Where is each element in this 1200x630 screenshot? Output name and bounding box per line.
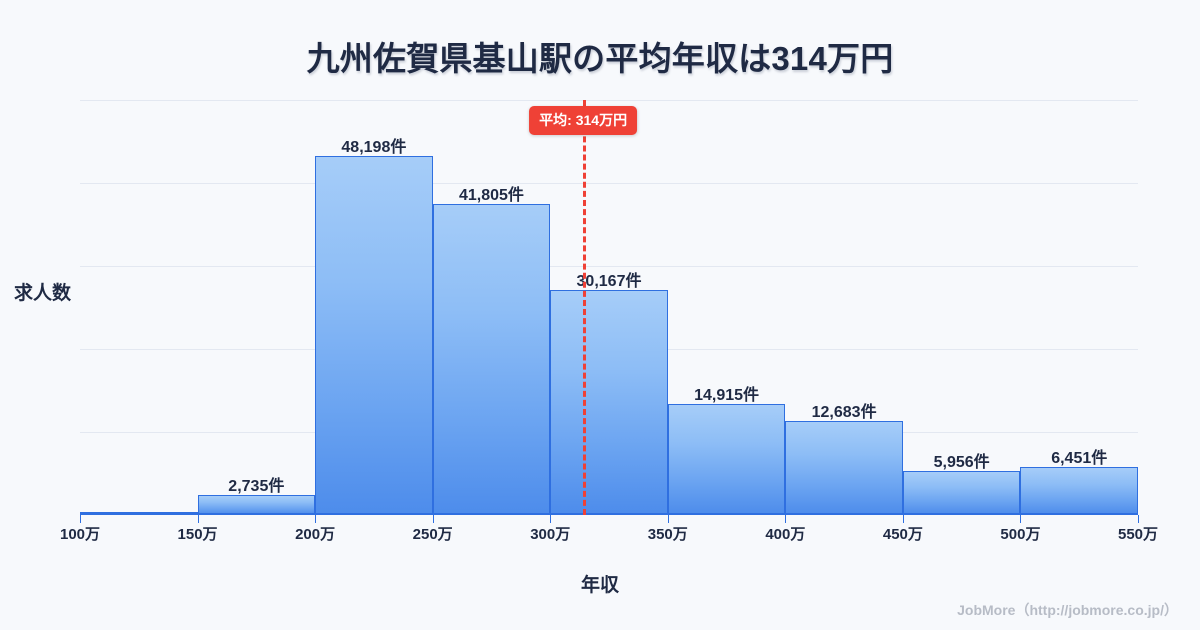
credit-text: JobMore（http://jobmore.co.jp/） — [957, 602, 1178, 618]
bar — [432, 203, 551, 515]
x-tick — [197, 515, 199, 523]
gridline — [80, 100, 1138, 101]
x-tick — [550, 515, 552, 523]
gridline — [80, 183, 1138, 184]
bar-value-label: 12,683件 — [811, 403, 877, 421]
x-tick-label: 400万 — [765, 526, 806, 543]
bar-value-label: 5,956件 — [933, 453, 990, 471]
x-tick-label: 500万 — [1000, 526, 1041, 543]
plot-area: 2,735件 48,198件 41,805件 30,167件 14,915件 12,683… — [80, 100, 1139, 523]
average-line — [583, 100, 587, 515]
bar-series: 2,735件 48,198件 41,805件 30,167件 14,915件 12,683… — [80, 100, 1138, 515]
x-tick-label: 550万 — [1117, 526, 1159, 543]
x-tick — [1138, 515, 1139, 523]
bar — [550, 290, 668, 515]
x-tick — [432, 515, 434, 523]
x-tick-label: 100万 — [59, 526, 101, 543]
x-tick-label: 150万 — [177, 526, 218, 543]
x-tick — [667, 515, 669, 523]
chart-title: 九州佐賀県基山駅の平均年収は314万円 — [306, 40, 894, 77]
x-tick — [1020, 515, 1022, 523]
bar — [667, 403, 786, 515]
bar-value-label: 14,915件 — [694, 386, 760, 404]
x-tick — [80, 515, 81, 523]
x-tick-label: 200万 — [295, 526, 336, 543]
bar-value-label: 2,735件 — [228, 477, 285, 495]
bar-value-label: 48,198件 — [341, 138, 407, 156]
x-tick — [315, 515, 317, 523]
bar — [1020, 466, 1138, 515]
bar — [785, 420, 903, 515]
bar-value-label: 41,805件 — [458, 186, 524, 204]
bar — [315, 155, 433, 515]
x-tick-label: 300万 — [530, 526, 571, 543]
x-axis-line — [80, 513, 1138, 515]
average-badge: 平均: 314万円 — [529, 106, 638, 135]
x-tick — [785, 515, 787, 523]
gridline — [80, 266, 1138, 267]
x-tick-label: 350万 — [647, 526, 688, 543]
bar — [197, 494, 316, 515]
x-axis-title: 年収 — [580, 575, 619, 596]
bar-value-label: 30,167件 — [576, 273, 642, 291]
bar-value-label: 6,451件 — [1051, 449, 1108, 467]
y-axis-title: 求人数 — [14, 283, 72, 304]
x-tick — [902, 515, 904, 523]
x-tick-label: 250万 — [412, 526, 453, 543]
x-tick-label: 450万 — [882, 526, 923, 543]
bar — [902, 470, 1021, 515]
